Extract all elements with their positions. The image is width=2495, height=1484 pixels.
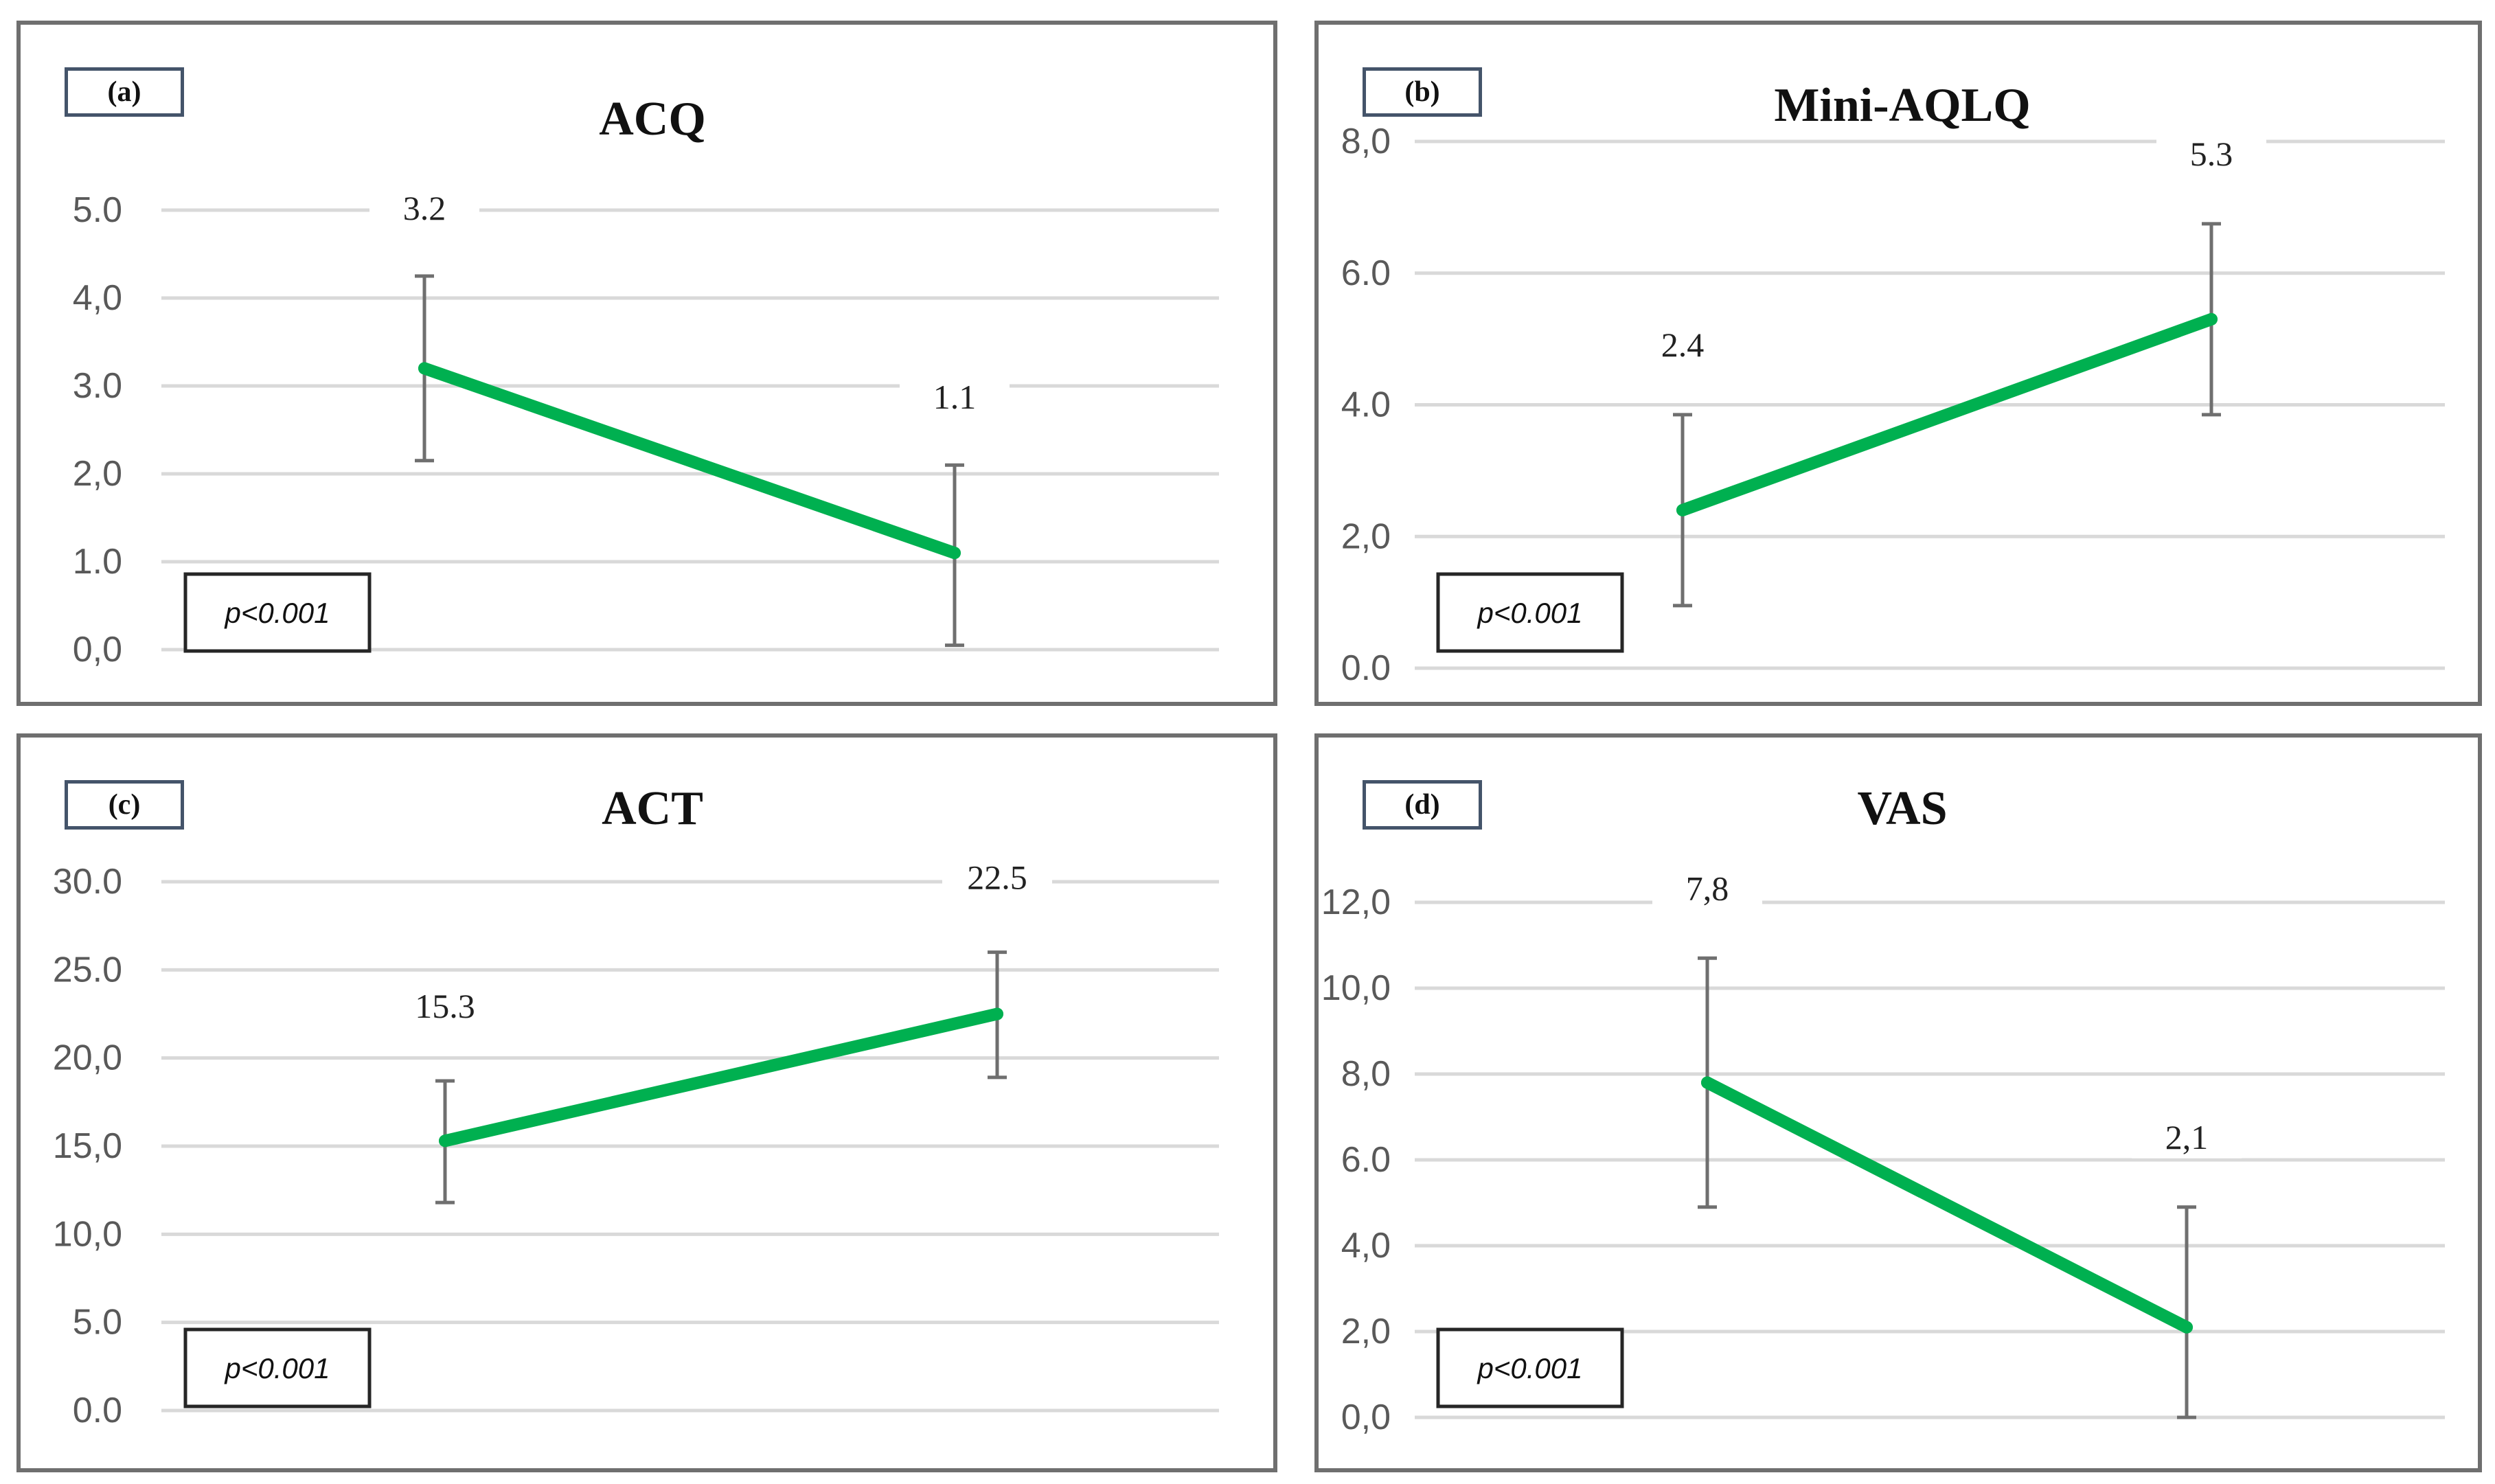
data-label-bg	[2132, 1115, 2242, 1158]
data-label-bg	[390, 985, 500, 1028]
y-tick-label: 10,0	[1321, 968, 1391, 1008]
chart-title: ACQ	[599, 93, 706, 146]
p-value-text: p<0.001	[1477, 597, 1583, 629]
panel-d: (d) 0,0 2,0 4,0 6.0 8,0 10,0 12,0 VAS 7,8 2,1 p<0.…	[1314, 733, 2482, 1472]
series-line	[418, 362, 961, 560]
y-tick-label: 0,0	[1341, 1397, 1391, 1437]
y-tick-label: 8,0	[1341, 122, 1391, 161]
chart-title: Mini-AQLQ	[1774, 79, 2030, 132]
y-tick-label: 5.0	[73, 190, 122, 230]
y-tick-label: 4.0	[1341, 385, 1391, 425]
data-point	[2205, 312, 2218, 326]
data-point	[1701, 1076, 1713, 1089]
y-tick-label: 2,0	[73, 454, 122, 494]
chart-acq: 0,0 1.0 2,0 3.0 4,0 5.0 ACQ 3.2 1.1 p<0.001	[73, 93, 1219, 670]
panel-label: (c)	[65, 780, 184, 830]
y-tick-label: 30.0	[53, 862, 122, 902]
data-point	[418, 362, 431, 375]
data-label: 2,1	[2165, 1118, 2209, 1156]
data-label: 1.1	[933, 378, 977, 416]
y-tick-label: 3.0	[73, 366, 122, 406]
y-tick-label: 2,0	[1341, 516, 1391, 556]
p-value-box	[1436, 572, 1624, 653]
series-line	[1701, 1076, 2193, 1334]
y-tick-label: 25.0	[53, 950, 122, 990]
chart-title: ACT	[602, 782, 703, 835]
panel-label: (a)	[65, 67, 184, 117]
p-value-box	[1436, 1327, 1624, 1408]
panel-c: (c) 0.0 5.0 10,0 15,0 20,0 25.0 30.0 ACT 15.3 22.…	[16, 733, 1277, 1472]
data-point	[2180, 1321, 2193, 1334]
y-tick-label: 0,0	[73, 630, 122, 670]
y-tick-label: 20,0	[53, 1038, 122, 1078]
y-tick-label: 0.0	[73, 1391, 122, 1430]
p-value-box	[183, 572, 372, 653]
data-label: 5.3	[2190, 135, 2233, 173]
p-value-text: p<0.001	[224, 597, 330, 629]
data-label-bg	[369, 187, 479, 229]
data-label-bg	[1652, 867, 1762, 910]
p-value-text: p<0.001	[224, 1352, 330, 1384]
data-point	[948, 547, 961, 560]
y-tick-label: 10,0	[53, 1214, 122, 1254]
chart-title: VAS	[1857, 782, 1947, 835]
y-tick-label: 4,0	[1341, 1226, 1391, 1266]
p-value-text: p<0.001	[1477, 1352, 1583, 1384]
data-label: 7,8	[1686, 869, 1729, 907]
data-label-bg	[942, 856, 1052, 899]
p-value-box	[183, 1327, 372, 1408]
panel-label: (b)	[1363, 67, 1482, 117]
data-label-bg	[900, 376, 1010, 419]
series-line	[439, 1007, 1003, 1148]
y-tick-label: 6.0	[1341, 253, 1391, 293]
data-point	[991, 1007, 1003, 1020]
series-line	[1676, 312, 2218, 516]
y-tick-label: 5.0	[73, 1303, 122, 1343]
panel-b: (b) 0.0 2,0 4.0 6.0 8,0 Mini-AQLQ 2.4 5.3 p<0.00…	[1314, 21, 2482, 706]
chart-mini-aqlq: 0.0 2,0 4.0 6.0 8,0 Mini-AQLQ 2.4 5.3 p<0.001	[1341, 79, 2445, 688]
y-tick-label: 8,0	[1341, 1054, 1391, 1094]
data-label-bg	[2156, 132, 2266, 175]
data-label: 2.4	[1661, 326, 1705, 364]
data-label: 15.3	[415, 987, 475, 1025]
chart-vas: 0,0 2,0 4,0 6.0 8,0 10,0 12,0 VAS 7,8 2,1 p<0.001	[1321, 782, 2445, 1437]
y-tick-label: 1.0	[73, 542, 122, 582]
y-tick-label: 0.0	[1341, 648, 1391, 688]
panel-label: (d)	[1363, 780, 1482, 830]
data-label-bg	[1628, 323, 1738, 366]
y-tick-label: 12,0	[1321, 882, 1391, 922]
chart-act: 0.0 5.0 10,0 15,0 20,0 25.0 30.0 ACT 15.3 22.5 p<0…	[53, 782, 1219, 1430]
data-label: 3.2	[403, 189, 446, 227]
y-tick-label: 15,0	[53, 1126, 122, 1166]
panel-a: (a) 0,0 1.0 2,0 3.0 4,0 5.0 ACQ 3.2 1.1 p<0.001	[16, 21, 1277, 706]
data-point	[1676, 503, 1689, 516]
y-tick-label: 6.0	[1341, 1140, 1391, 1180]
data-point	[439, 1134, 451, 1148]
y-tick-label: 4,0	[73, 278, 122, 318]
y-tick-label: 2,0	[1341, 1312, 1391, 1351]
data-label: 22.5	[967, 858, 1027, 897]
